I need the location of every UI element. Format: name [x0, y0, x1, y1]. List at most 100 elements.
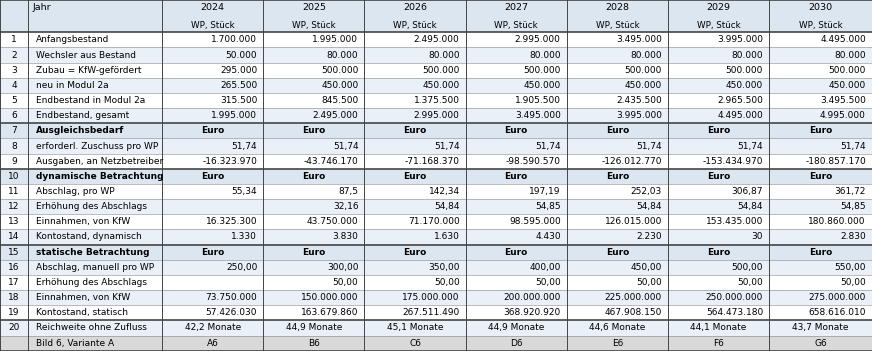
Text: 44,6 Monate: 44,6 Monate	[589, 324, 645, 332]
Text: 51,74: 51,74	[738, 141, 763, 151]
Text: 4: 4	[11, 81, 17, 90]
Text: 54,84: 54,84	[738, 202, 763, 211]
Text: Jahr: Jahr	[32, 3, 51, 12]
Text: 175.000.000: 175.000.000	[402, 293, 460, 302]
Text: Euro: Euro	[201, 126, 224, 135]
Text: Euro: Euro	[404, 248, 426, 257]
Text: 1: 1	[11, 35, 17, 44]
Text: 450.000: 450.000	[828, 81, 866, 90]
Text: 1.905.500: 1.905.500	[514, 96, 561, 105]
Text: -98.590.570: -98.590.570	[506, 157, 561, 166]
Text: statische Betrachtung: statische Betrachtung	[36, 248, 149, 257]
Text: 9: 9	[11, 157, 17, 166]
Text: 73.750.000: 73.750.000	[206, 293, 257, 302]
Text: Reichweite ohne Zufluss: Reichweite ohne Zufluss	[36, 324, 146, 332]
Text: 450.000: 450.000	[321, 81, 358, 90]
Text: Kontostand, statisch: Kontostand, statisch	[36, 308, 128, 317]
Text: 80.000: 80.000	[630, 51, 662, 60]
Bar	[0, 154, 872, 169]
Text: 8: 8	[11, 141, 17, 151]
Text: 450.000: 450.000	[624, 81, 662, 90]
Text: Euro: Euro	[809, 126, 832, 135]
Text: 50,00: 50,00	[840, 278, 866, 287]
Text: 4.995.000: 4.995.000	[820, 111, 866, 120]
Text: 3.830: 3.830	[332, 232, 358, 241]
Text: 11: 11	[8, 187, 20, 196]
Text: 43.750.000: 43.750.000	[307, 217, 358, 226]
Text: 250.000.000: 250.000.000	[705, 293, 763, 302]
Text: erforderl. Zuschuss pro WP: erforderl. Zuschuss pro WP	[36, 141, 158, 151]
Text: 845.500: 845.500	[321, 96, 358, 105]
Text: WP, Stück: WP, Stück	[494, 20, 538, 29]
Text: 2.995.000: 2.995.000	[514, 35, 561, 44]
Text: 267.511.490: 267.511.490	[402, 308, 460, 317]
Text: 2.830: 2.830	[840, 232, 866, 241]
Bar	[0, 47, 872, 62]
Text: Euro: Euro	[505, 248, 528, 257]
Text: 2030: 2030	[808, 2, 833, 12]
Text: 50,00: 50,00	[434, 278, 460, 287]
Text: Wechsler aus Bestand: Wechsler aus Bestand	[36, 51, 136, 60]
Text: Abschlag, manuell pro WP: Abschlag, manuell pro WP	[36, 263, 154, 272]
Text: 51,74: 51,74	[637, 141, 662, 151]
Text: WP, Stück: WP, Stück	[799, 20, 842, 29]
Text: Endbestand in Modul 2a: Endbestand in Modul 2a	[36, 96, 146, 105]
Bar	[0, 245, 872, 260]
Text: G6: G6	[814, 339, 827, 348]
Text: 3: 3	[11, 66, 17, 75]
Text: 265.500: 265.500	[220, 81, 257, 90]
Text: 50,00: 50,00	[333, 278, 358, 287]
Text: 32,16: 32,16	[333, 202, 358, 211]
Text: 43,7 Monate: 43,7 Monate	[793, 324, 848, 332]
Text: 2028: 2028	[605, 2, 630, 12]
Text: 44,9 Monate: 44,9 Monate	[286, 324, 342, 332]
Text: 12: 12	[8, 202, 20, 211]
Text: WP, Stück: WP, Stück	[393, 20, 437, 29]
Text: WP, Stück: WP, Stück	[191, 20, 235, 29]
Text: 80.000: 80.000	[428, 51, 460, 60]
Text: 467.908.150: 467.908.150	[604, 308, 662, 317]
Text: 200.000.000: 200.000.000	[503, 293, 561, 302]
Bar	[0, 199, 872, 214]
Bar	[0, 93, 872, 108]
Text: 51,74: 51,74	[535, 141, 561, 151]
Text: 10: 10	[8, 172, 20, 181]
Text: A6: A6	[207, 339, 219, 348]
Text: 2024: 2024	[201, 2, 225, 12]
Text: 54,85: 54,85	[535, 202, 561, 211]
Text: -43.746.170: -43.746.170	[303, 157, 358, 166]
Text: 80.000: 80.000	[327, 51, 358, 60]
Bar	[0, 214, 872, 230]
Text: dynamische Betrachtung: dynamische Betrachtung	[36, 172, 163, 181]
Text: WP, Stück: WP, Stück	[596, 20, 639, 29]
Text: 50,00: 50,00	[535, 278, 561, 287]
Bar	[0, 260, 872, 275]
Text: Euro: Euro	[404, 126, 426, 135]
Text: Einnahmen, von KfW: Einnahmen, von KfW	[36, 217, 130, 226]
Text: 126.015.000: 126.015.000	[604, 217, 662, 226]
Text: E6: E6	[611, 339, 623, 348]
Text: 51,74: 51,74	[434, 141, 460, 151]
Text: Euro: Euro	[707, 248, 730, 257]
Text: -71.168.370: -71.168.370	[405, 157, 460, 166]
Text: 71.170.000: 71.170.000	[408, 217, 460, 226]
Text: Euro: Euro	[707, 126, 730, 135]
Text: 54,84: 54,84	[434, 202, 460, 211]
Text: 350,00: 350,00	[428, 263, 460, 272]
Text: 2027: 2027	[504, 2, 528, 12]
Bar	[0, 78, 872, 93]
Text: Euro: Euro	[707, 172, 730, 181]
Text: 3.495.000: 3.495.000	[616, 35, 662, 44]
Text: 98.595.000: 98.595.000	[509, 217, 561, 226]
Text: 3.995.000: 3.995.000	[616, 111, 662, 120]
Text: 45,1 Monate: 45,1 Monate	[387, 324, 443, 332]
Text: 2: 2	[11, 51, 17, 60]
Text: 180.860.000: 180.860.000	[808, 217, 866, 226]
Text: 500.000: 500.000	[624, 66, 662, 75]
Text: 306,87: 306,87	[732, 187, 763, 196]
Text: 57.426.030: 57.426.030	[206, 308, 257, 317]
Text: 16.325.300: 16.325.300	[206, 217, 257, 226]
Text: 44,9 Monate: 44,9 Monate	[488, 324, 544, 332]
Text: 30: 30	[752, 232, 763, 241]
Text: Euro: Euro	[606, 172, 629, 181]
